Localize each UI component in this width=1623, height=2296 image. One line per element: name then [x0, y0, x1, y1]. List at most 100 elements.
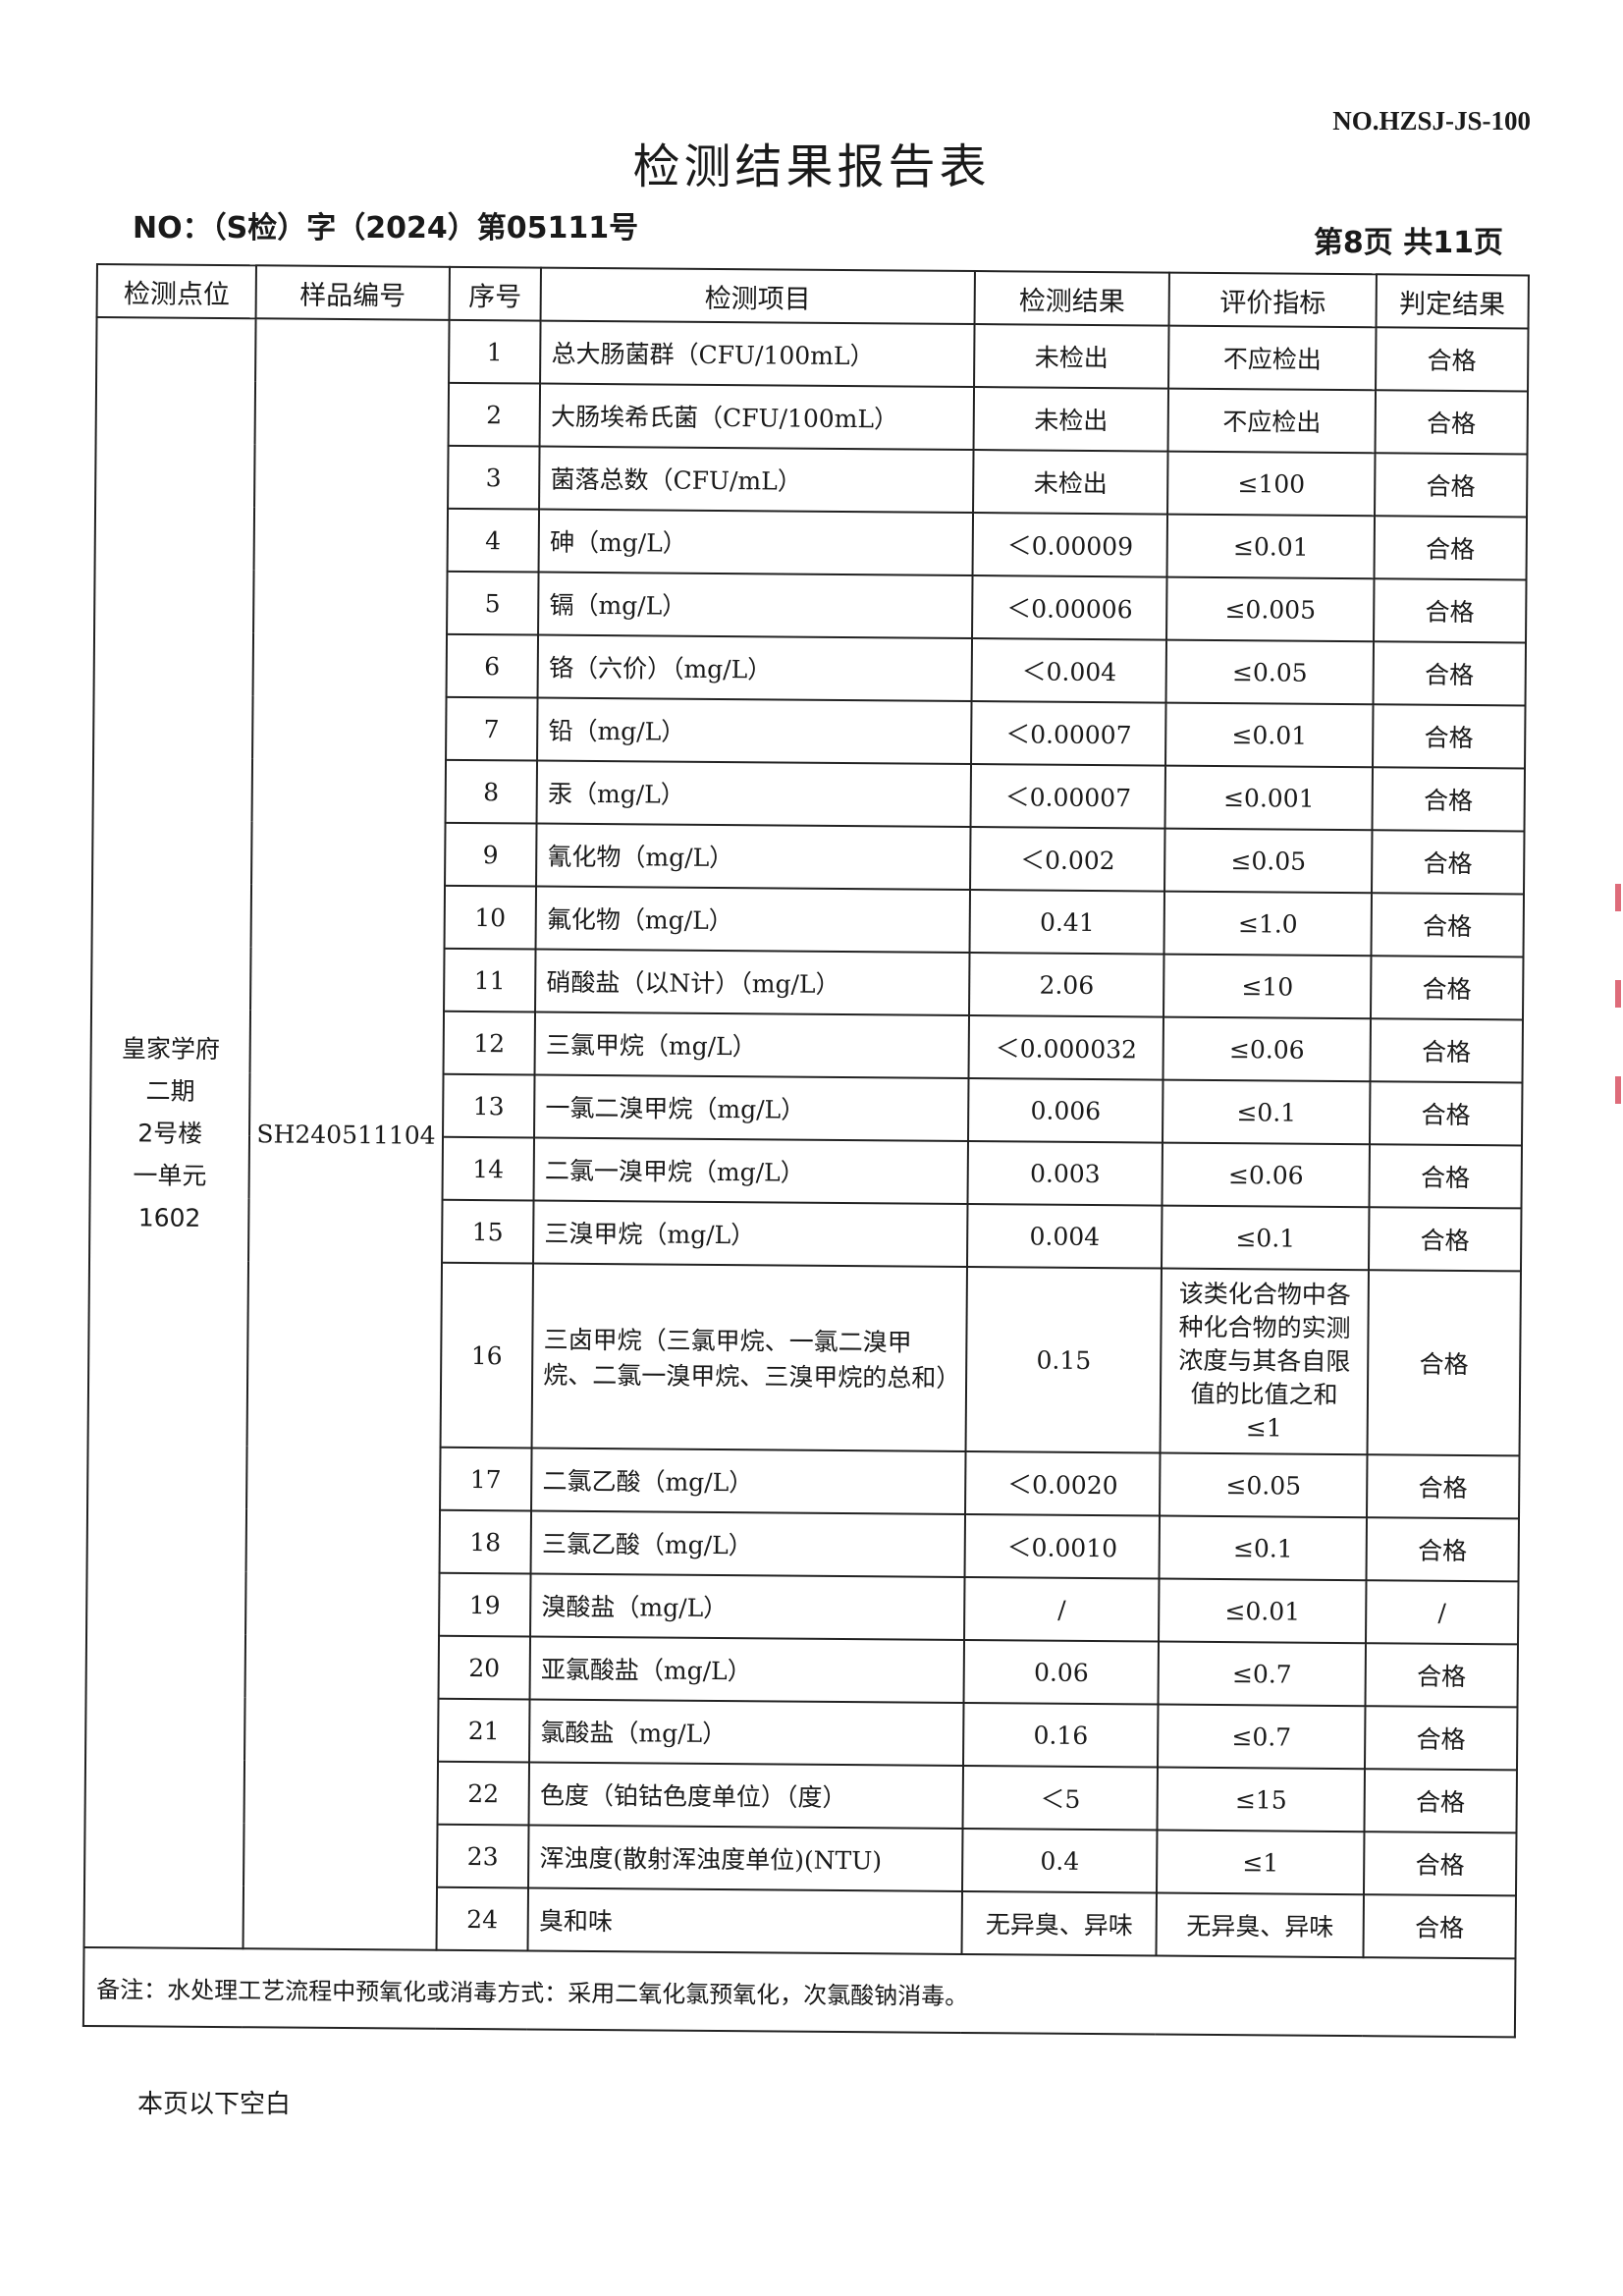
- judgement: 合格: [1372, 767, 1526, 832]
- test-item: 镉（mg/L）: [538, 572, 973, 639]
- column-header: 判定结果: [1376, 274, 1529, 329]
- judgement: 合格: [1371, 893, 1524, 957]
- judgement: 合格: [1366, 1517, 1520, 1582]
- row-number: 24: [436, 1886, 529, 1951]
- test-item: 亚氯酸盐（mg/L）: [529, 1636, 964, 1703]
- test-result: ＜0.0020: [964, 1450, 1161, 1516]
- test-result: ＜0.00006: [971, 575, 1167, 640]
- column-header: 检测项目: [540, 267, 975, 325]
- table-row: 皇家学府 二期 2号楼 一单元 1602 SH240511104 1 总大肠菌群（CFU/10…: [83, 317, 1529, 1950]
- limit-value: ≤0.005: [1166, 576, 1375, 642]
- limit-value: ≤100: [1167, 451, 1376, 517]
- test-item: 菌落总数（CFU/mL）: [539, 446, 974, 514]
- row-number: 20: [438, 1635, 531, 1700]
- limit-value: ≤0.01: [1165, 702, 1374, 768]
- row-number: 6: [446, 633, 539, 698]
- test-item: 浑浊度(散射浑浊度单位)(NTU): [528, 1825, 963, 1891]
- test-item: 一氯二溴甲烷（mg/L）: [534, 1074, 969, 1142]
- limit-value: ≤0.001: [1164, 765, 1373, 831]
- row-number: 1: [448, 319, 541, 384]
- judgement: 合格: [1375, 327, 1529, 392]
- test-item: 铅（mg/L）: [537, 697, 972, 765]
- row-number: 13: [442, 1073, 535, 1138]
- report-number: NO：（S检）字（2024）第05111号: [133, 211, 639, 246]
- row-number: 17: [439, 1447, 532, 1511]
- row-number: 5: [446, 571, 539, 635]
- row-number: 19: [438, 1572, 531, 1637]
- test-result: 2.06: [968, 953, 1164, 1017]
- remark: 备注：水处理工艺流程中预氧化或消毒方式：采用二氧化氯预氧化，次氯酸钠消毒。: [82, 1946, 1516, 2038]
- test-result: 未检出: [973, 324, 1169, 389]
- sample-id-cell: SH240511104: [243, 318, 450, 1950]
- results-table: 检测点位 样品编号 序号 检测项目 检测结果 评价指标 判定结果 皇家学府 二期 2…: [82, 263, 1530, 2038]
- row-number: 12: [443, 1011, 536, 1075]
- judgement: /: [1365, 1580, 1519, 1645]
- judgement: 合格: [1371, 830, 1525, 895]
- test-result: 未检出: [973, 387, 1169, 452]
- row-number: 16: [440, 1262, 534, 1449]
- test-result: ＜0.002: [969, 827, 1165, 892]
- test-item: 氯酸盐（mg/L）: [529, 1699, 964, 1766]
- test-item: 二氯乙酸（mg/L）: [531, 1448, 966, 1514]
- test-result: ＜5: [962, 1765, 1159, 1831]
- limit-value: ≤0.01: [1159, 1578, 1367, 1644]
- judgement: 合格: [1374, 453, 1528, 518]
- column-header: 评价指标: [1168, 272, 1377, 328]
- judgement: 合格: [1363, 1894, 1516, 1959]
- location-line: 一单元: [133, 1160, 207, 1190]
- test-result: ＜0.00007: [970, 764, 1166, 829]
- form-number: NO.HZSJ-JS-100: [1332, 106, 1531, 136]
- judgement: 合格: [1374, 516, 1528, 580]
- row-number: 14: [442, 1136, 535, 1201]
- judgement: 合格: [1369, 1144, 1522, 1209]
- row-number: 23: [436, 1824, 529, 1888]
- limit-value: ≤1: [1157, 1830, 1365, 1895]
- test-item: 总大肠菌群（CFU/100mL）: [540, 320, 975, 388]
- limit-value: ≤0.1: [1162, 1205, 1370, 1271]
- test-result: 0.16: [962, 1702, 1159, 1768]
- page-title: 检测结果报告表: [632, 139, 991, 194]
- limit-value: ≤0.01: [1166, 514, 1375, 579]
- judgement: 合格: [1366, 1454, 1520, 1519]
- row-number: 11: [443, 948, 536, 1012]
- judgement: 合格: [1370, 956, 1524, 1020]
- limit-value: ≤0.05: [1165, 639, 1374, 705]
- seal-stamp-fragment: [1615, 884, 1623, 1208]
- test-item: 三氯乙酸（mg/L）: [530, 1510, 965, 1577]
- test-item: 氰化物（mg/L）: [536, 823, 971, 891]
- limit-value: ≤1.0: [1163, 891, 1372, 957]
- limit-value: ≤0.05: [1160, 1452, 1368, 1518]
- test-item: 铬（六价）（mg/L）: [537, 634, 972, 702]
- test-item: 三溴甲烷（mg/L）: [533, 1200, 968, 1267]
- row-number: 21: [437, 1698, 530, 1763]
- limit-value: ≤0.7: [1158, 1704, 1366, 1770]
- row-number: 15: [441, 1199, 534, 1264]
- row-number: 10: [444, 885, 537, 950]
- test-result: ＜0.00009: [972, 513, 1168, 577]
- test-result: /: [963, 1576, 1160, 1642]
- test-result: ＜0.0010: [964, 1513, 1161, 1579]
- limit-value: 无异臭、异味: [1156, 1892, 1364, 1958]
- test-item: 砷（mg/L）: [538, 509, 973, 576]
- judgement: 合格: [1370, 1018, 1523, 1083]
- test-item: 氟化物（mg/L）: [535, 886, 970, 954]
- judgement: 合格: [1368, 1207, 1522, 1272]
- judgement: 合格: [1365, 1643, 1518, 1708]
- test-item: 溴酸盐（mg/L）: [530, 1573, 965, 1640]
- page-info: 第8页 共11页: [1313, 226, 1503, 260]
- limit-value: 该类化合物中各种化合物的实测浓度与其各自限值的比值之和≤1: [1160, 1268, 1369, 1455]
- limit-value: 不应检出: [1167, 388, 1376, 454]
- row-number: 2: [448, 382, 541, 447]
- limit-value: 不应检出: [1168, 325, 1377, 391]
- blank-note: 本页以下空白: [137, 2090, 292, 2119]
- test-result: ＜0.000032: [968, 1015, 1164, 1080]
- judgement: 合格: [1375, 390, 1529, 455]
- limit-value: ≤0.06: [1163, 1016, 1371, 1082]
- remark-row: 备注：水处理工艺流程中预氧化或消毒方式：采用二氧化氯预氧化，次氯酸钠消毒。: [82, 1946, 1516, 2038]
- judgement: 合格: [1363, 1831, 1517, 1896]
- judgement: 合格: [1367, 1270, 1521, 1456]
- row-number: 3: [447, 445, 540, 510]
- test-item: 大肠埃希氏菌（CFU/100mL）: [539, 383, 974, 451]
- test-item: 色度（铂钴色度单位）（度）: [528, 1762, 963, 1829]
- limit-value: ≤0.06: [1162, 1142, 1370, 1208]
